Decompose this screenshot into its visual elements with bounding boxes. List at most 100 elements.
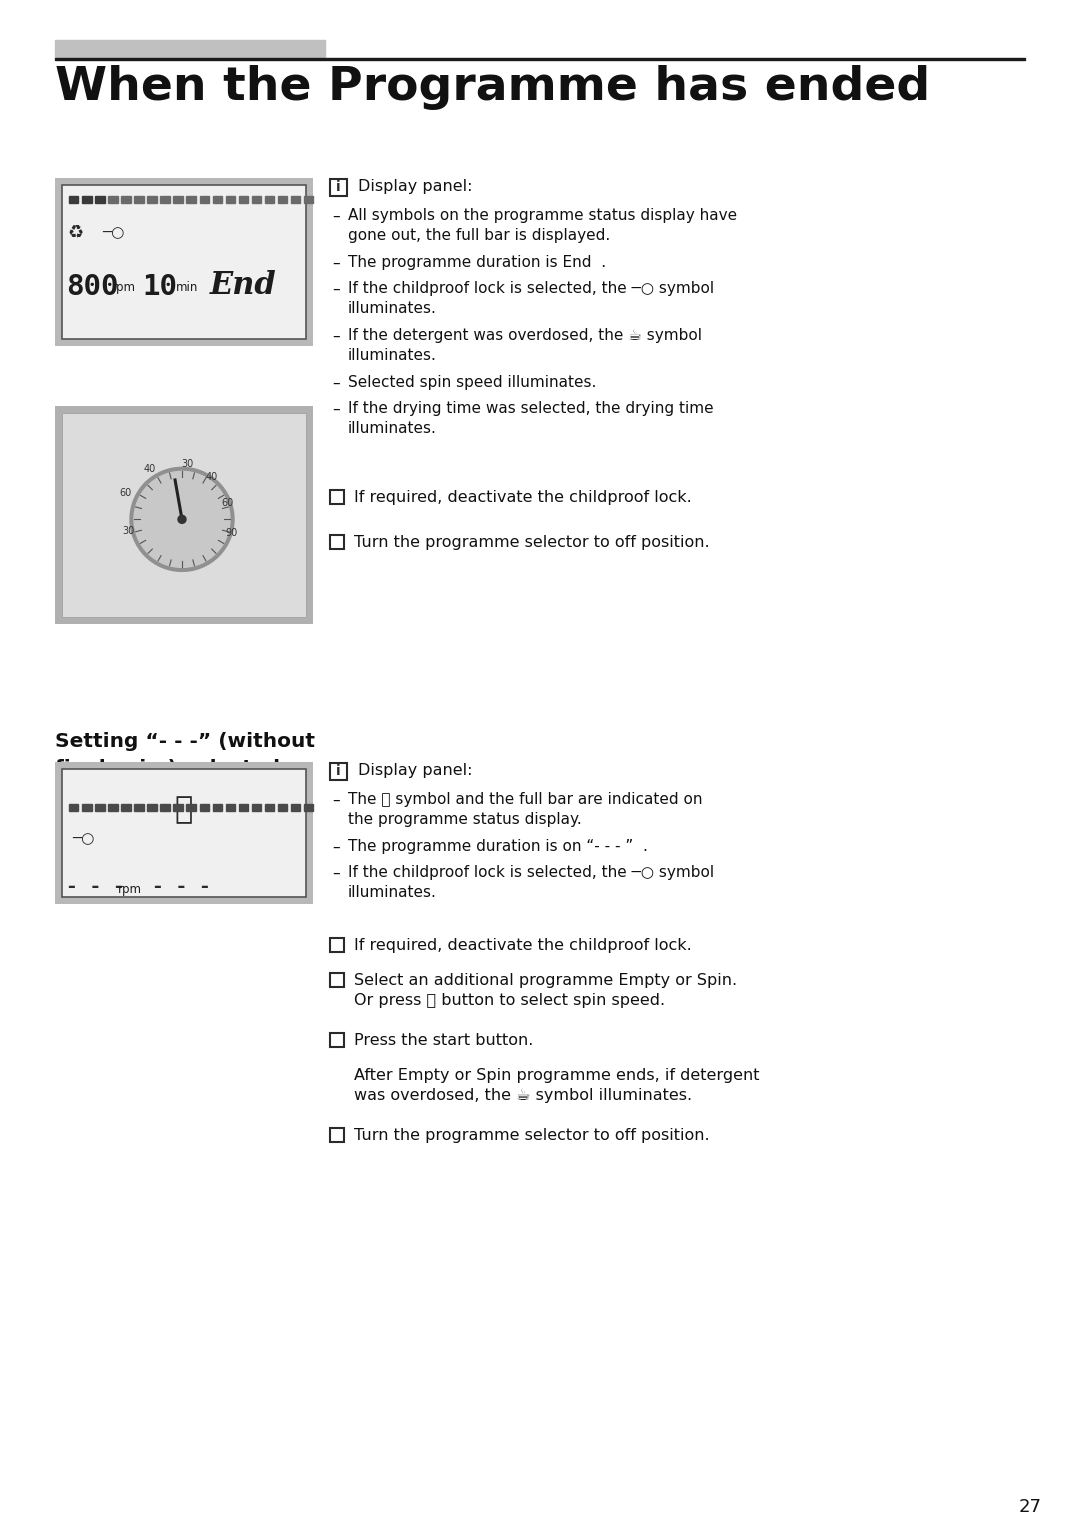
Text: The Ⓢ symbol and the full bar are indicated on
the programme status display.: The Ⓢ symbol and the full bar are indica… — [348, 792, 702, 827]
Text: –: – — [332, 840, 339, 855]
Bar — [226, 196, 235, 204]
Bar — [55, 40, 325, 58]
Text: If required, deactivate the childproof lock.: If required, deactivate the childproof l… — [354, 938, 692, 953]
Bar — [187, 196, 195, 204]
Bar — [330, 535, 345, 548]
Text: rpm: rpm — [118, 882, 141, 896]
Bar — [330, 1033, 345, 1046]
Text: 单排水: 单排水 — [64, 581, 78, 590]
Bar — [134, 196, 144, 204]
Text: i: i — [336, 179, 341, 195]
Text: Setting “- - -” (without
final spin ) selected: Setting “- - -” (without final spin ) se… — [55, 732, 315, 778]
Text: The programme duration is on “- - - ”  .: The programme duration is on “- - - ” . — [348, 840, 648, 853]
Text: If the detergent was overdosed, the ☕ symbol
illuminates.: If the detergent was overdosed, the ☕ sy… — [348, 328, 702, 363]
Bar — [330, 1128, 345, 1141]
Bar — [95, 804, 105, 810]
Text: rpm: rpm — [112, 280, 136, 294]
Text: If the childproof lock is selected, the ─○ symbol
illuminates.: If the childproof lock is selected, the … — [348, 866, 714, 901]
Bar — [213, 196, 222, 204]
Bar — [121, 804, 131, 810]
Bar — [239, 196, 248, 204]
Bar — [252, 804, 261, 810]
Text: 27: 27 — [1018, 1498, 1041, 1517]
Text: All symbols on the programme status display have
gone out, the full bar is displ: All symbols on the programme status disp… — [348, 208, 738, 244]
Bar — [147, 196, 157, 204]
Bar — [55, 761, 313, 904]
Text: 40: 40 — [144, 464, 157, 475]
Text: When the Programme has ended: When the Programme has ended — [55, 64, 930, 110]
Bar — [252, 196, 261, 204]
Bar — [160, 196, 170, 204]
Bar — [160, 804, 170, 810]
Bar — [62, 769, 306, 898]
Text: Ⓢ: Ⓢ — [175, 795, 193, 824]
Bar — [213, 804, 222, 810]
Bar — [291, 804, 300, 810]
Bar — [303, 196, 313, 204]
Circle shape — [130, 467, 234, 571]
Text: - - -: - - - — [66, 876, 125, 896]
Text: Turn the programme selector to off position.: Turn the programme selector to off posit… — [354, 1128, 710, 1143]
Bar — [187, 804, 195, 810]
Text: –: – — [332, 794, 339, 807]
Bar — [134, 804, 144, 810]
Text: 强烘干: 强烘干 — [278, 516, 292, 525]
Bar — [108, 804, 118, 810]
Text: 羊毛洗↗: 羊毛洗↗ — [64, 519, 84, 529]
Bar — [174, 804, 183, 810]
Bar — [55, 406, 313, 624]
Text: ♻: ♻ — [68, 225, 84, 244]
Bar — [303, 804, 313, 810]
Text: The programme duration is End  .: The programme duration is End . — [348, 254, 606, 270]
Text: min: min — [176, 280, 199, 294]
Bar — [69, 804, 79, 810]
Bar — [200, 804, 208, 810]
Bar — [226, 804, 235, 810]
Text: 60: 60 — [221, 498, 234, 509]
Text: °C: °C — [294, 444, 303, 453]
Bar — [55, 58, 1025, 60]
Text: Display panel:: Display panel: — [357, 763, 473, 778]
Text: –: – — [332, 375, 339, 391]
Text: Selected spin speed illuminates.: Selected spin speed illuminates. — [348, 375, 596, 391]
Text: 停止: 停止 — [170, 430, 180, 440]
Text: End: End — [210, 270, 276, 300]
Text: 超柔洗: 超柔洗 — [64, 502, 78, 512]
Bar — [200, 196, 208, 204]
Text: Turn the programme selector to off position.: Turn the programme selector to off posit… — [354, 535, 710, 550]
Text: 10: 10 — [141, 273, 177, 300]
Text: 棉织物: 棉织物 — [276, 430, 291, 440]
Text: Display panel:: Display panel: — [357, 179, 473, 195]
Text: 40: 40 — [206, 472, 218, 483]
Bar — [330, 973, 345, 987]
Bar — [62, 185, 306, 339]
Bar — [82, 804, 92, 810]
Bar — [291, 196, 300, 204]
Text: 30: 30 — [122, 527, 134, 536]
Bar — [69, 196, 79, 204]
Bar — [330, 490, 345, 504]
Bar — [278, 196, 287, 204]
Text: If the drying time was selected, the drying time
illuminates.: If the drying time was selected, the dry… — [348, 401, 714, 437]
Text: Press the start button.: Press the start button. — [354, 1033, 534, 1048]
Text: 单漂洗: 单漂洗 — [278, 594, 292, 604]
Text: 单洗涤: 单洗涤 — [278, 581, 292, 590]
Bar — [330, 938, 345, 951]
Text: i: i — [336, 764, 341, 778]
Bar — [330, 179, 347, 196]
Bar — [95, 196, 105, 204]
Text: –: – — [332, 866, 339, 881]
Text: - - -: - - - — [152, 876, 211, 896]
Text: After Empty or Spin programme ends, if detergent
was overdosed, the ☕ symbol ill: After Empty or Spin programme ends, if d… — [354, 1068, 759, 1103]
Bar — [121, 196, 131, 204]
Text: –: – — [332, 401, 339, 417]
Text: 超快洗: 超快洗 — [278, 460, 292, 467]
Bar — [62, 414, 306, 617]
Text: 30: 30 — [180, 460, 193, 469]
Text: If required, deactivate the childproof lock.: If required, deactivate the childproof l… — [354, 490, 692, 506]
Text: Select an additional programme Empty or Spin.
Or press Ⓢ button to select spin s: Select an additional programme Empty or … — [354, 973, 738, 1008]
Bar — [330, 763, 347, 780]
Text: –: – — [332, 282, 339, 297]
Circle shape — [178, 515, 186, 524]
Text: ─○: ─○ — [102, 225, 124, 241]
